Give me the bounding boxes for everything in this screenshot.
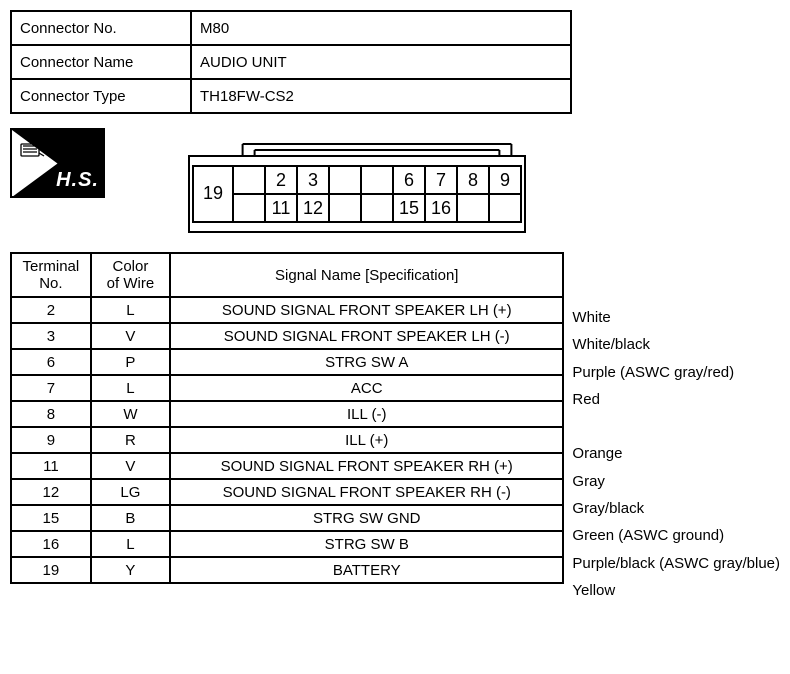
terminal-no: 12 [11, 479, 91, 505]
svg-text:3: 3 [308, 170, 318, 190]
table-row: 9RILL (+) [11, 427, 563, 453]
terminal-no: 11 [11, 453, 91, 479]
wire-note: Red [572, 386, 780, 413]
wire-note: Gray/black [572, 495, 780, 522]
table-row: 12LGSOUND SIGNAL FRONT SPEAKER RH (-) [11, 479, 563, 505]
wire-color-code: LG [91, 479, 170, 505]
terminal-no: 9 [11, 427, 91, 453]
terminal-no: 15 [11, 505, 91, 531]
wire-color-code: R [91, 427, 170, 453]
header-value: AUDIO UNIT [191, 45, 571, 79]
svg-text:15: 15 [399, 198, 419, 218]
wire-color-code: L [91, 531, 170, 557]
wire-color-code: Y [91, 557, 170, 583]
wire-color-code: V [91, 323, 170, 349]
svg-text:9: 9 [500, 170, 510, 190]
svg-text:11: 11 [272, 198, 291, 218]
col-color-header: Colorof Wire [91, 253, 170, 297]
terminal-no: 6 [11, 349, 91, 375]
hs-label: H.S. [56, 169, 99, 192]
wire-color-code: B [91, 505, 170, 531]
header-value: M80 [191, 11, 571, 45]
wire-note: Orange [572, 440, 780, 467]
signal-name: SOUND SIGNAL FRONT SPEAKER LH (-) [170, 323, 563, 349]
svg-text:16: 16 [431, 198, 451, 218]
signal-name: STRG SW B [170, 531, 563, 557]
svg-text:8: 8 [468, 170, 478, 190]
col-signal-header: Signal Name [Specification] [170, 253, 563, 297]
header-label: Connector Name [11, 45, 191, 79]
wire-note [572, 413, 780, 440]
signal-name: BATTERY [170, 557, 563, 583]
connector-header-table: Connector No.M80Connector NameAUDIO UNIT… [10, 10, 572, 114]
wire-note: Gray [572, 468, 780, 495]
table-row: 16LSTRG SW B [11, 531, 563, 557]
header-label: Connector No. [11, 11, 191, 45]
svg-text:2: 2 [276, 170, 286, 190]
wire-note: Yellow [572, 577, 780, 604]
table-row: 15BSTRG SW GND [11, 505, 563, 531]
table-row: 8WILL (-) [11, 401, 563, 427]
connector-pin-diagram: 19 2 3 6 7 8 9 11 12 15 16 [185, 128, 545, 238]
wire-color-notes: WhiteWhite/blackPurple (ASWC gray/red)Re… [572, 304, 780, 604]
wire-color-code: W [91, 401, 170, 427]
wire-color-code: P [91, 349, 170, 375]
svg-text:7: 7 [436, 170, 446, 190]
table-row: 11VSOUND SIGNAL FRONT SPEAKER RH (+) [11, 453, 563, 479]
pinout-table: TerminalNo. Colorof Wire Signal Name [Sp… [10, 252, 564, 584]
wire-color-code: V [91, 453, 170, 479]
wire-color-code: L [91, 375, 170, 401]
table-row: 7LACC [11, 375, 563, 401]
wire-color-code: L [91, 297, 170, 323]
signal-name: SOUND SIGNAL FRONT SPEAKER RH (-) [170, 479, 563, 505]
signal-name: STRG SW GND [170, 505, 563, 531]
wire-note: Purple (ASWC gray/red) [572, 359, 780, 386]
signal-name: ACC [170, 375, 563, 401]
svg-text:6: 6 [404, 170, 414, 190]
signal-name: ILL (-) [170, 401, 563, 427]
connector-icon [18, 138, 46, 160]
svg-text:19: 19 [203, 183, 223, 203]
wire-note: Green (ASWC ground) [572, 522, 780, 549]
terminal-no: 19 [11, 557, 91, 583]
signal-name: ILL (+) [170, 427, 563, 453]
wire-note: Purple/black (ASWC gray/blue) [572, 550, 780, 577]
table-row: 2LSOUND SIGNAL FRONT SPEAKER LH (+) [11, 297, 563, 323]
hs-indicator: H.S. [10, 128, 105, 198]
terminal-no: 8 [11, 401, 91, 427]
terminal-no: 2 [11, 297, 91, 323]
header-value: TH18FW-CS2 [191, 79, 571, 113]
terminal-no: 16 [11, 531, 91, 557]
svg-text:12: 12 [303, 198, 323, 218]
signal-name: SOUND SIGNAL FRONT SPEAKER RH (+) [170, 453, 563, 479]
table-row: 19YBATTERY [11, 557, 563, 583]
table-row: 3VSOUND SIGNAL FRONT SPEAKER LH (-) [11, 323, 563, 349]
col-terminal-header: TerminalNo. [11, 253, 91, 297]
terminal-no: 3 [11, 323, 91, 349]
wire-note: White [572, 304, 780, 331]
header-label: Connector Type [11, 79, 191, 113]
wire-note: White/black [572, 331, 780, 358]
table-row: 6PSTRG SW A [11, 349, 563, 375]
terminal-no: 7 [11, 375, 91, 401]
signal-name: STRG SW A [170, 349, 563, 375]
signal-name: SOUND SIGNAL FRONT SPEAKER LH (+) [170, 297, 563, 323]
